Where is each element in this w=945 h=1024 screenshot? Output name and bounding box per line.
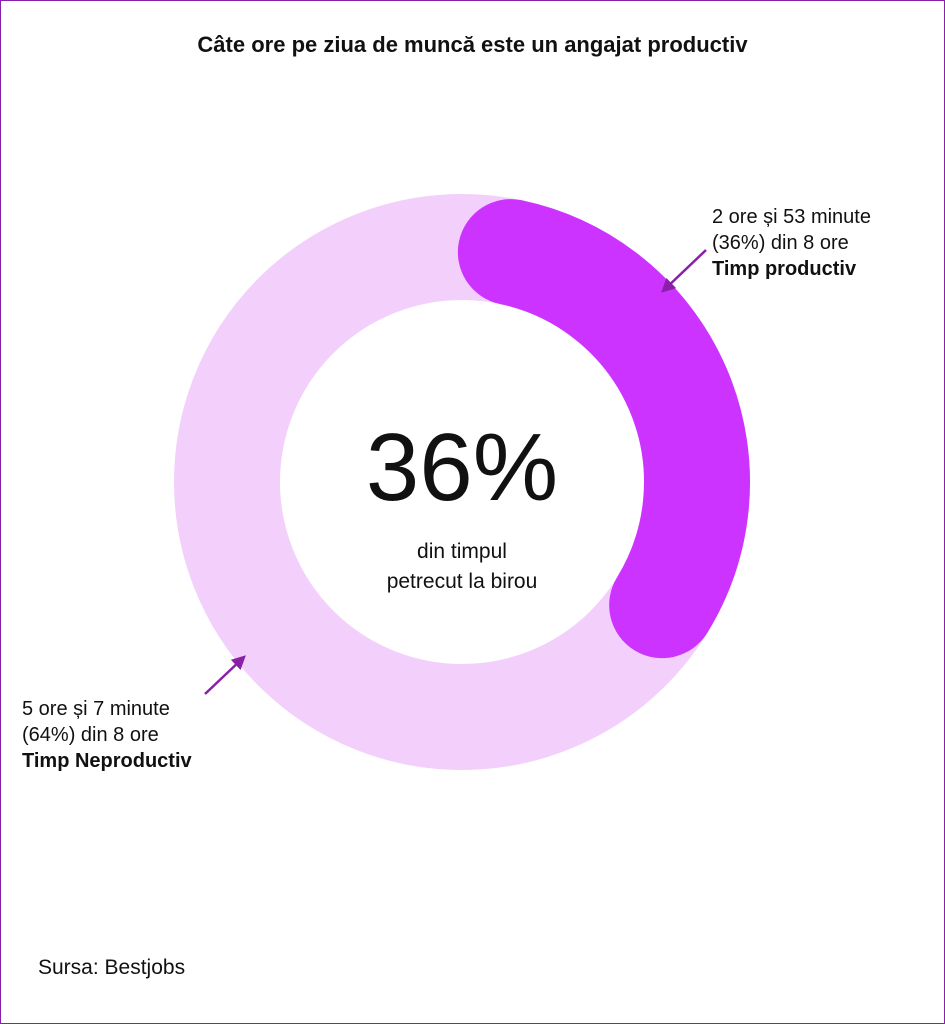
arrow-productive bbox=[661, 249, 707, 293]
chart-title: Câte ore pe ziua de muncă este un angaja… bbox=[197, 32, 748, 57]
center-subtitle-line1: din timpul bbox=[417, 540, 507, 563]
annotation-unproductive-line2: (64%) din 8 ore bbox=[22, 724, 159, 746]
annotation-productive-label: Timp productiv bbox=[712, 258, 857, 280]
annotation-unproductive: 5 ore și 7 minute (64%) din 8 ore Timp N… bbox=[22, 696, 192, 774]
source-note: Sursa: Bestjobs bbox=[38, 956, 186, 979]
center-subtitle-line2: petrecut la birou bbox=[386, 570, 538, 593]
annotation-productive-line1: 2 ore și 53 minute bbox=[712, 206, 871, 228]
annotation-productive: 2 ore și 53 minute (36%) din 8 ore Timp … bbox=[712, 204, 871, 282]
annotation-productive-line2: (36%) din 8 ore bbox=[712, 232, 849, 254]
annotation-unproductive-label: Timp Neproductiv bbox=[22, 750, 192, 772]
annotation-unproductive-line1: 5 ore și 7 minute bbox=[22, 698, 170, 720]
center-percentage: 36% bbox=[365, 414, 559, 521]
arrow-unproductive bbox=[204, 655, 246, 695]
slice-productive bbox=[457, 199, 750, 659]
